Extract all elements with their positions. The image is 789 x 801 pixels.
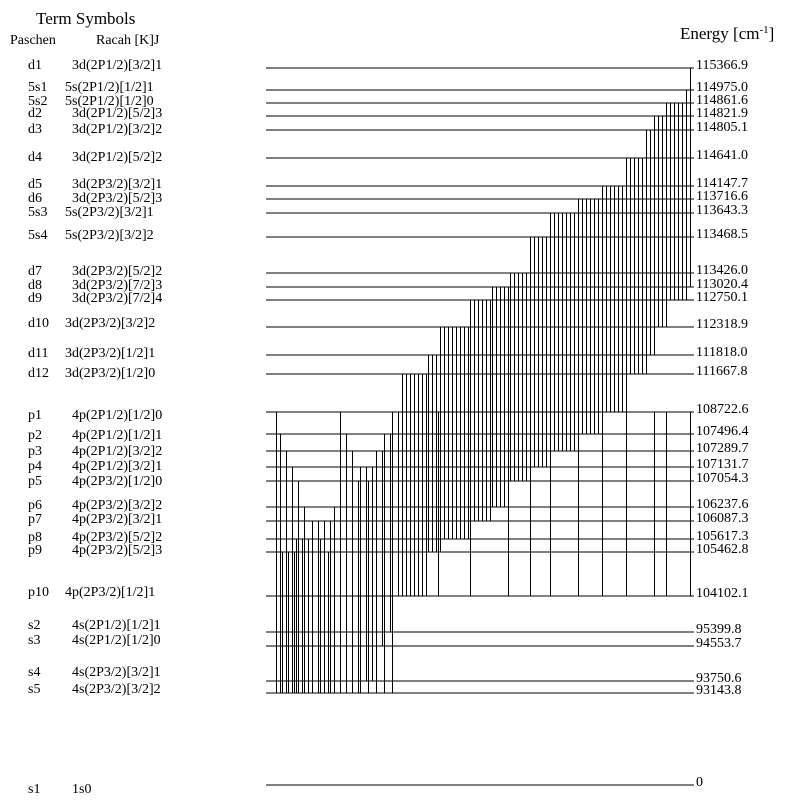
paschen-label: 5s2 xyxy=(28,94,48,109)
paschen-label: d7 xyxy=(28,264,42,279)
energy-value: 108722.6 xyxy=(696,402,749,417)
paschen-label: 5s4 xyxy=(28,228,48,243)
paschen-label: d9 xyxy=(28,291,42,306)
energy-value: 112318.9 xyxy=(696,317,748,332)
racah-label: 5s(2P1/2)[1/2]1 xyxy=(65,80,154,95)
transition-lines xyxy=(276,68,691,693)
racah-label: 3d(2P1/2)[5/2]3 xyxy=(72,106,163,121)
racah-label: 1s0 xyxy=(72,782,92,797)
racah-label: 4p(2P3/2)[3/2]2 xyxy=(72,498,163,513)
racah-label: 4s(2P3/2)[3/2]1 xyxy=(72,665,161,680)
paschen-label: s3 xyxy=(28,633,41,648)
racah-label: 3d(2P3/2)[5/2]2 xyxy=(72,264,163,279)
energy-axis-label: Energy [cm-1] xyxy=(680,24,775,43)
racah-label: 4s(2P1/2)[1/2]1 xyxy=(72,618,161,633)
energy-value: 113643.3 xyxy=(696,203,748,218)
energy-value: 106087.3 xyxy=(696,511,749,526)
energy-value: 95399.8 xyxy=(696,622,742,637)
racah-label: 3d(2P3/2)[3/2]2 xyxy=(65,316,156,331)
energy-value: 94553.7 xyxy=(696,636,742,651)
energy-value: 111667.8 xyxy=(696,364,748,379)
racah-label: 4p(2P1/2)[1/2]0 xyxy=(72,408,163,423)
energy-value: 105617.3 xyxy=(696,529,749,544)
paschen-column-header: Paschen xyxy=(10,33,56,48)
racah-label: 4p(2P1/2)[1/2]1 xyxy=(72,428,163,443)
paschen-label: p8 xyxy=(28,530,42,545)
paschen-label: p7 xyxy=(28,512,42,527)
paschen-label: p5 xyxy=(28,474,42,489)
paschen-label: p10 xyxy=(28,585,49,600)
racah-label: 4s(2P3/2)[3/2]2 xyxy=(72,682,161,697)
energy-value: 114861.6 xyxy=(696,93,748,108)
racah-label: 4s(2P1/2)[1/2]0 xyxy=(72,633,161,648)
paschen-label: 5s3 xyxy=(28,205,48,220)
paschen-label: d12 xyxy=(28,366,49,381)
racah-label: 4p(2P3/2)[5/2]2 xyxy=(72,530,163,545)
energy-value: 114805.1 xyxy=(696,120,748,135)
energy-value: 114975.0 xyxy=(696,80,748,95)
paschen-label: s4 xyxy=(28,665,41,680)
paschen-label: d3 xyxy=(28,122,42,137)
racah-label: 3d(2P3/2)[7/2]3 xyxy=(72,278,163,293)
paschen-label: p3 xyxy=(28,444,42,459)
energy-value: 0 xyxy=(696,775,703,790)
racah-label: 3d(2P1/2)[3/2]1 xyxy=(72,58,163,73)
racah-label: 4p(2P3/2)[3/2]1 xyxy=(72,512,163,527)
paschen-label: d5 xyxy=(28,177,42,192)
racah-label: 4p(2P1/2)[3/2]2 xyxy=(72,444,163,459)
paschen-label: p1 xyxy=(28,408,42,423)
paschen-label: p9 xyxy=(28,543,42,558)
paschen-label: d2 xyxy=(28,106,42,121)
paschen-label: d1 xyxy=(28,58,42,73)
racah-label: 3d(2P3/2)[7/2]4 xyxy=(72,291,163,306)
paschen-label: d10 xyxy=(28,316,49,331)
energy-value: 107496.4 xyxy=(696,424,749,439)
racah-label: 4p(2P3/2)[5/2]3 xyxy=(72,543,163,558)
energy-value: 93750.6 xyxy=(696,671,742,686)
racah-label: 3d(2P3/2)[3/2]1 xyxy=(72,177,163,192)
energy-value: 112750.1 xyxy=(696,290,748,305)
racah-label: 3d(2P3/2)[5/2]3 xyxy=(72,191,163,206)
energy-value: 107289.7 xyxy=(696,441,749,456)
racah-label: 4p(2P1/2)[3/2]1 xyxy=(72,459,163,474)
energy-value: 111818.0 xyxy=(696,345,748,360)
energy-value: 93143.8 xyxy=(696,683,742,698)
paschen-label: s5 xyxy=(28,682,41,697)
racah-label: 3d(2P1/2)[5/2]2 xyxy=(72,150,163,165)
paschen-label: s1 xyxy=(28,782,41,797)
energy-value: 114641.0 xyxy=(696,148,748,163)
energy-value: 113020.4 xyxy=(696,277,748,292)
racah-label: 5s(2P3/2)[3/2]1 xyxy=(65,205,154,220)
energy-value: 104102.1 xyxy=(696,586,749,601)
paschen-label: p2 xyxy=(28,428,42,443)
racah-label: 5s(2P3/2)[3/2]2 xyxy=(65,228,154,243)
racah-label: 3d(2P1/2)[3/2]2 xyxy=(72,122,163,137)
racah-label: 4p(2P3/2)[1/2]1 xyxy=(65,585,156,600)
racah-label: 5s(2P1/2)[1/2]0 xyxy=(65,94,154,109)
paschen-label: s2 xyxy=(28,618,41,633)
racah-label: 3d(2P3/2)[1/2]0 xyxy=(65,366,156,381)
energy-value: 114147.7 xyxy=(696,176,748,191)
energy-value: 113426.0 xyxy=(696,263,748,278)
paschen-label: d4 xyxy=(28,150,42,165)
energy-value: 107054.3 xyxy=(696,471,749,486)
paschen-label: d11 xyxy=(28,346,49,361)
paschen-label: 5s1 xyxy=(28,80,48,95)
energy-value: 114821.9 xyxy=(696,106,748,121)
energy-value: 107131.7 xyxy=(696,457,749,472)
energy-value: 113716.6 xyxy=(696,189,748,204)
paschen-label: d6 xyxy=(28,191,42,206)
racah-label: 4p(2P3/2)[1/2]0 xyxy=(72,474,163,489)
racah-label: 3d(2P3/2)[1/2]1 xyxy=(65,346,156,361)
paschen-label: d8 xyxy=(28,278,42,293)
paschen-label: p4 xyxy=(28,459,42,474)
diagram-title: Term Symbols xyxy=(36,9,136,28)
energy-value: 106237.6 xyxy=(696,497,749,512)
energy-value: 115366.9 xyxy=(696,58,748,73)
paschen-label: p6 xyxy=(28,498,42,513)
racah-column-header: Racah [K]J xyxy=(96,33,160,48)
energy-value: 105462.8 xyxy=(696,542,749,557)
energy-value: 113468.5 xyxy=(696,227,748,242)
